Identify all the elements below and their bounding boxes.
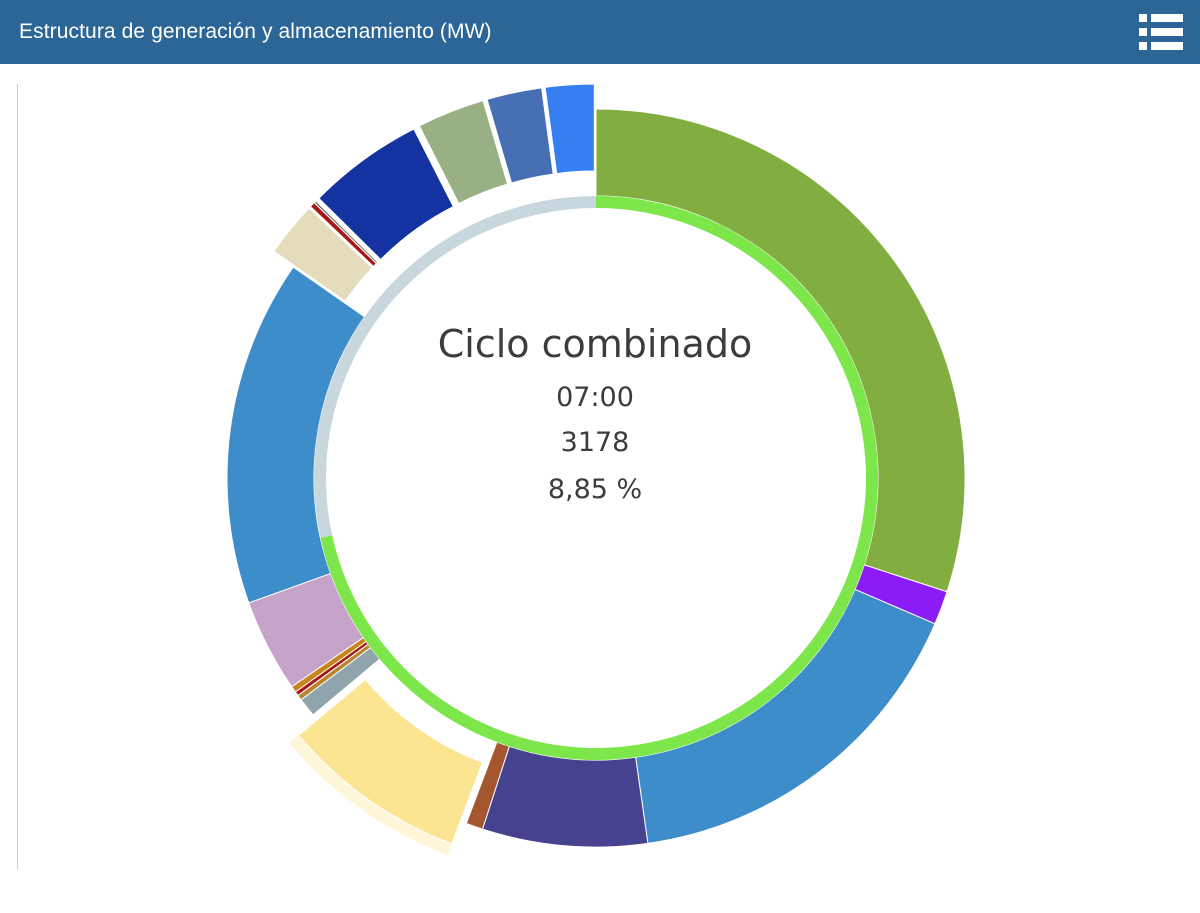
donut-slice[interactable] (313, 200, 379, 265)
donut-slice[interactable] (544, 83, 595, 175)
donut-slice[interactable] (418, 100, 509, 205)
center-value: 3178 (560, 427, 630, 458)
outer-ring (226, 83, 966, 856)
list-menu-icon (1139, 14, 1183, 50)
donut-slice[interactable] (226, 266, 366, 604)
center-time: 07:00 (556, 382, 634, 413)
donut-slice[interactable] (635, 588, 936, 844)
donut-slice[interactable] (481, 745, 649, 848)
donut-slice[interactable] (318, 128, 454, 261)
chart-menu-button[interactable] (1138, 12, 1184, 52)
donut-slice[interactable] (486, 87, 554, 184)
donut-slice[interactable] (297, 678, 484, 845)
chart-left-border (17, 84, 18, 870)
donut-slice[interactable] (273, 207, 373, 302)
center-series-name: Ciclo combinado (437, 322, 753, 366)
center-percent: 8,85 % (547, 474, 643, 505)
chart-header: Estructura de generación y almacenamient… (0, 0, 1200, 64)
chart-title: Estructura de generación y almacenamient… (19, 20, 492, 43)
